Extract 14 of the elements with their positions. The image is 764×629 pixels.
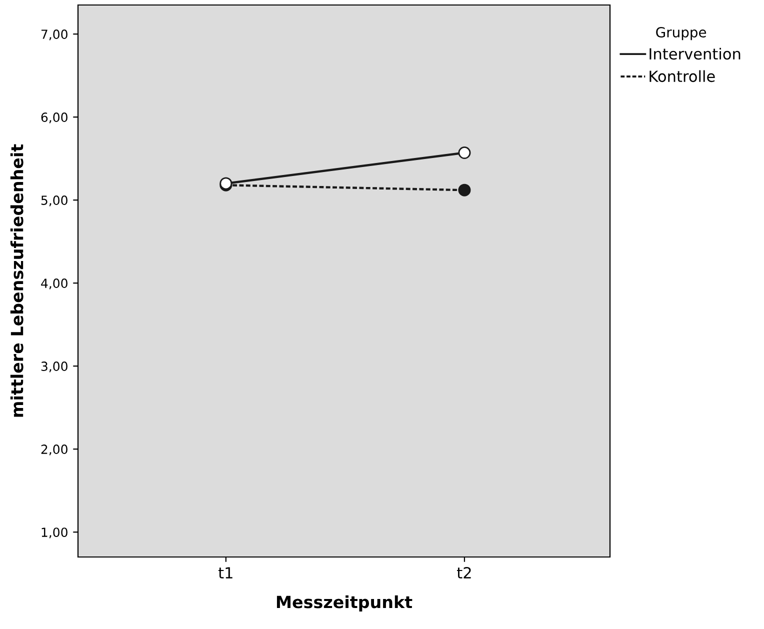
y-tick-label: 4,00 — [41, 278, 68, 290]
x-axis-title: Messzeitpunkt — [276, 595, 412, 612]
y-tick-label: 3,00 — [41, 362, 68, 372]
y-tick-label: 6,00 — [41, 112, 68, 124]
y-tick-label: 5,00 — [41, 196, 68, 206]
x-tick-label: t2 — [457, 566, 471, 578]
y-tick-label: 2,00 — [41, 444, 68, 456]
legend-label: Intervention — [650, 48, 740, 60]
legend-title: Gruppe — [656, 26, 706, 40]
y-axis-title: mittlere Lebenszufriedenheit — [10, 144, 24, 417]
legend-label: Kontrolle — [650, 70, 715, 82]
y-tick-label: 1,00 — [42, 528, 68, 538]
y-tick-label: 7,00 — [41, 30, 68, 40]
x-tick-label: t1 — [218, 567, 232, 578]
